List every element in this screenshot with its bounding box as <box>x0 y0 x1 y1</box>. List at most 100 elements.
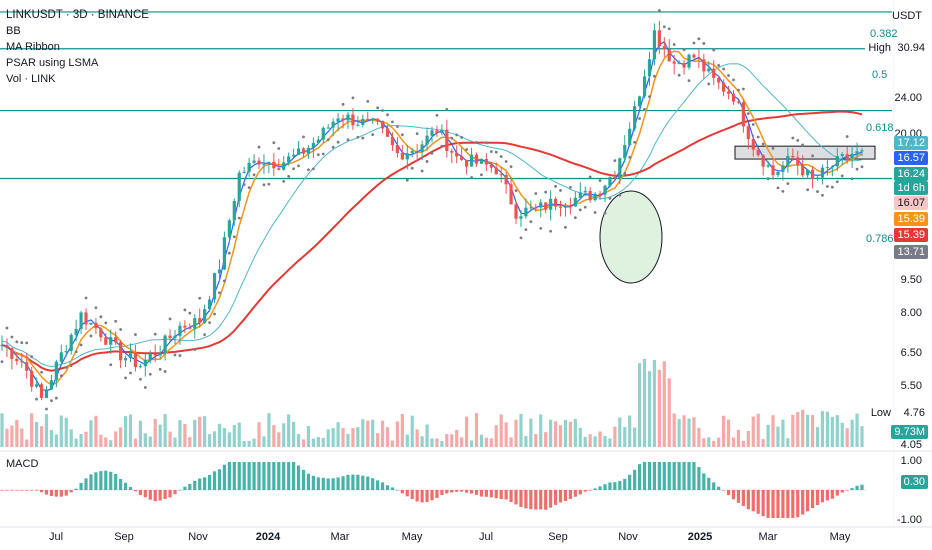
psar-dot-148 <box>732 78 735 82</box>
macd-bar-139 <box>687 462 691 490</box>
volume-bar-5 <box>25 439 29 447</box>
macd-y-tick-neg1: -1.00 <box>896 514 922 526</box>
volume-bar-108 <box>534 434 538 447</box>
volume-bar-36 <box>178 420 182 447</box>
psar-dot-9 <box>45 407 48 411</box>
candle-body-134 <box>662 46 666 50</box>
psar-dot-114 <box>564 225 567 229</box>
candle-body-13 <box>64 351 68 353</box>
candle-body-24 <box>119 342 123 361</box>
candle-body-139 <box>687 54 691 68</box>
psar-dot-167 <box>826 185 829 188</box>
macd-bar-173 <box>855 485 859 490</box>
candle-body-29 <box>143 359 147 367</box>
macd-y-tick-1: 1.00 <box>900 455 922 467</box>
psar-dot-171 <box>845 135 849 138</box>
volume-bar-136 <box>672 413 676 447</box>
candle-body-0 <box>0 344 4 346</box>
psar-dot-31 <box>153 332 157 336</box>
volume-bar-25 <box>123 416 128 447</box>
volume-bar-166 <box>820 411 825 447</box>
macd-bar-159 <box>786 490 790 518</box>
volume-bar-97 <box>479 434 484 447</box>
candle-body-5 <box>25 362 29 371</box>
psar-dot-164 <box>811 154 814 158</box>
candle-body-144 <box>712 68 716 78</box>
indicator-volume[interactable]: Vol · LINK <box>6 73 56 85</box>
indicator-ma-ribbon[interactable]: MA Ribbon <box>6 41 60 53</box>
volume-bar-45 <box>222 428 227 447</box>
psar-dot-71 <box>351 96 355 100</box>
candle-body-94 <box>464 159 469 167</box>
macd-bar-87 <box>430 490 434 501</box>
x-tick-may-2: May <box>829 531 851 543</box>
psar-dot-0 <box>0 360 4 364</box>
psar-dot-108 <box>534 192 538 195</box>
ma-blue-value: 16.57 <box>894 151 928 165</box>
macd-bar-66 <box>326 478 330 490</box>
volume-bar-3 <box>15 419 19 447</box>
candle-body-169 <box>835 156 839 167</box>
candle-body-115 <box>568 206 572 208</box>
macd-bar-20 <box>99 471 103 490</box>
volume-bar-32 <box>158 424 162 447</box>
macd-bar-149 <box>736 490 741 503</box>
macd-bar-114 <box>563 490 568 501</box>
psar-dot-21 <box>104 321 108 325</box>
volume-bar-80 <box>395 421 400 447</box>
psar-dot-132 <box>653 74 656 78</box>
indicator-psar[interactable]: PSAR using LSMA <box>6 57 99 69</box>
candle-body-129 <box>637 96 642 107</box>
psar-dot-62 <box>307 168 310 172</box>
psar-dot-112 <box>554 184 557 188</box>
volume-bar-155 <box>766 424 770 447</box>
psar-dot-136 <box>672 43 676 46</box>
macd-bar-37 <box>183 486 187 490</box>
volume-bar-122 <box>603 436 607 447</box>
volume-bar-57 <box>282 423 286 447</box>
volume-bar-152 <box>751 416 755 447</box>
candle-body-7 <box>34 384 39 387</box>
candle-body-160 <box>791 155 795 158</box>
candle-body-28 <box>138 366 142 368</box>
volume-bar-154 <box>761 439 765 447</box>
psar-dot-61 <box>302 135 305 139</box>
psar-dot-70 <box>346 138 350 142</box>
candle-body-171 <box>845 154 849 159</box>
psar-dot-160 <box>791 136 795 140</box>
macd-bar-61 <box>301 469 306 490</box>
candle-body-49 <box>242 171 246 173</box>
psar-dot-140 <box>692 41 696 45</box>
x-tick-sep-2: Sep <box>548 531 568 543</box>
candle-body-93 <box>460 156 464 160</box>
volume-bar-144 <box>712 440 716 447</box>
macd-bar-121 <box>598 486 602 490</box>
volume-bar-72 <box>356 427 360 447</box>
candle-body-114 <box>563 206 568 208</box>
candle-body-165 <box>815 177 820 180</box>
macd-label[interactable]: MACD <box>6 458 39 470</box>
volume-bar-98 <box>484 437 488 447</box>
x-tick-nov: Nov <box>188 531 208 543</box>
currency-label[interactable]: USDT <box>892 10 922 22</box>
macd-bar-143 <box>707 477 711 490</box>
macd-bar-96 <box>474 490 479 495</box>
volume-bar-27 <box>133 438 138 447</box>
y-tick-5-5: 5.50 <box>900 380 922 392</box>
indicator-bb[interactable]: BB <box>6 25 21 37</box>
macd-bar-1 <box>5 490 9 491</box>
macd-bar-123 <box>608 482 612 490</box>
psar-dot-7 <box>35 397 38 401</box>
psar-dot-82 <box>405 178 409 182</box>
volume-bar-63 <box>311 438 315 447</box>
y-tick-4-05: 4.05 <box>900 439 922 451</box>
symbol-title[interactable]: LINKUSDT · 3D · BINANCE <box>6 9 149 21</box>
macd-bar-10 <box>49 490 54 496</box>
psar-dot-126 <box>623 172 627 175</box>
candle-body-64 <box>316 139 320 143</box>
psar-dot-65 <box>321 152 325 156</box>
psar-dot-76 <box>376 106 380 110</box>
macd-bar-115 <box>568 490 572 499</box>
psar-dot-69 <box>341 102 345 106</box>
